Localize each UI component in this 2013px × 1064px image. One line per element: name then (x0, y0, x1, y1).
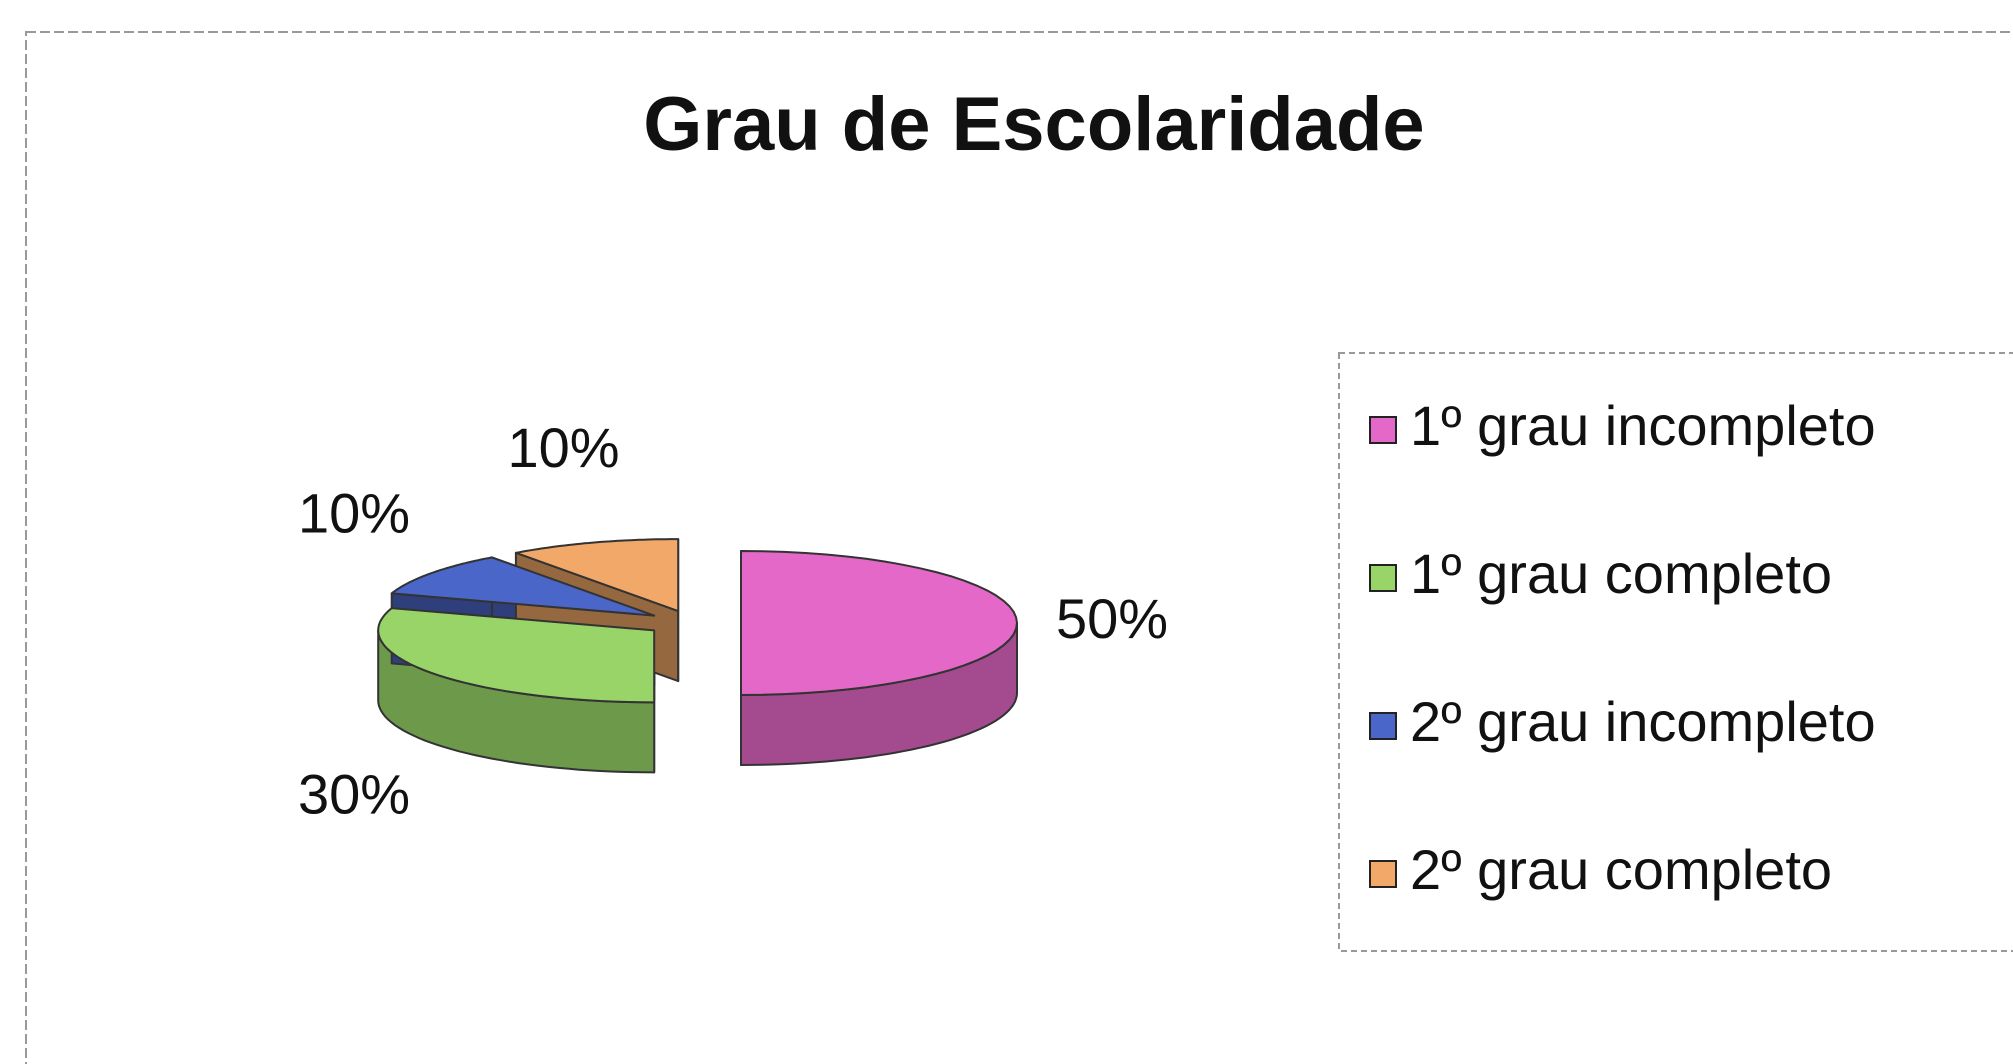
slice (740, 550, 1018, 696)
chart-title: Grau de Escolaridade (643, 82, 1424, 167)
legend-label: 1º grau completo (1410, 542, 1832, 605)
legend-label: 2º grau completo (1410, 838, 1832, 901)
legend-marker (1369, 860, 1397, 888)
legend-marker (1369, 564, 1397, 592)
slice (514, 538, 680, 613)
data-label: 50% (1056, 587, 1168, 650)
legend-marker (1369, 712, 1397, 740)
slice (390, 556, 656, 617)
chart-border (25, 31, 2013, 1064)
data-label: 10% (298, 481, 410, 544)
slice (377, 607, 656, 704)
legend-marker (1369, 416, 1397, 444)
data-label: 30% (298, 762, 410, 825)
legend-box (1338, 352, 2013, 952)
legend-label: 2º grau incompleto (1410, 690, 1876, 753)
data-label: 10% (507, 416, 619, 479)
legend-label: 1º grau incompleto (1410, 394, 1876, 457)
